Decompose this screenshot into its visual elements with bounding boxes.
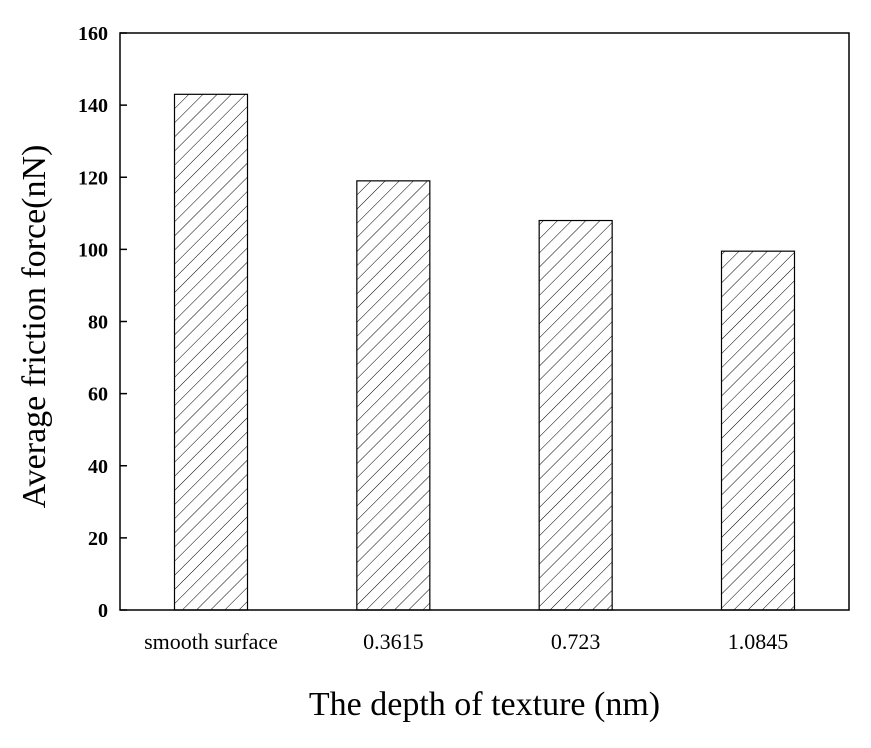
bar-2 (538, 219, 613, 611)
y-tick-label: 160 (78, 23, 108, 45)
y-tick-label: 100 (78, 239, 108, 261)
x-axis-title: The depth of texture (nm) (309, 686, 660, 723)
y-tick-label: 40 (88, 456, 108, 478)
y-tick-label: 0 (98, 600, 108, 622)
x-tick-label: 0.3615 (363, 629, 424, 654)
x-axis: smooth surface 0.3615 0.723 1.0845 (144, 629, 788, 654)
bars-group (173, 93, 796, 611)
x-tick-label: smooth surface (144, 629, 278, 654)
y-tick-label: 80 (88, 312, 108, 334)
y-tick-label: 120 (78, 167, 108, 189)
y-tick-label: 60 (88, 384, 108, 406)
x-tick-label: 0.723 (551, 629, 601, 654)
y-tick-label: 140 (78, 95, 108, 117)
bar-3 (720, 250, 796, 611)
y-tick-label: 20 (88, 528, 108, 550)
y-axis: 0 20 40 60 80 100 120 140 160 (78, 23, 127, 622)
y-axis-title: Average friction force(nN) (16, 145, 53, 509)
bar-0 (173, 93, 249, 611)
x-tick-label: 1.0845 (728, 629, 789, 654)
bar-1 (356, 180, 431, 611)
